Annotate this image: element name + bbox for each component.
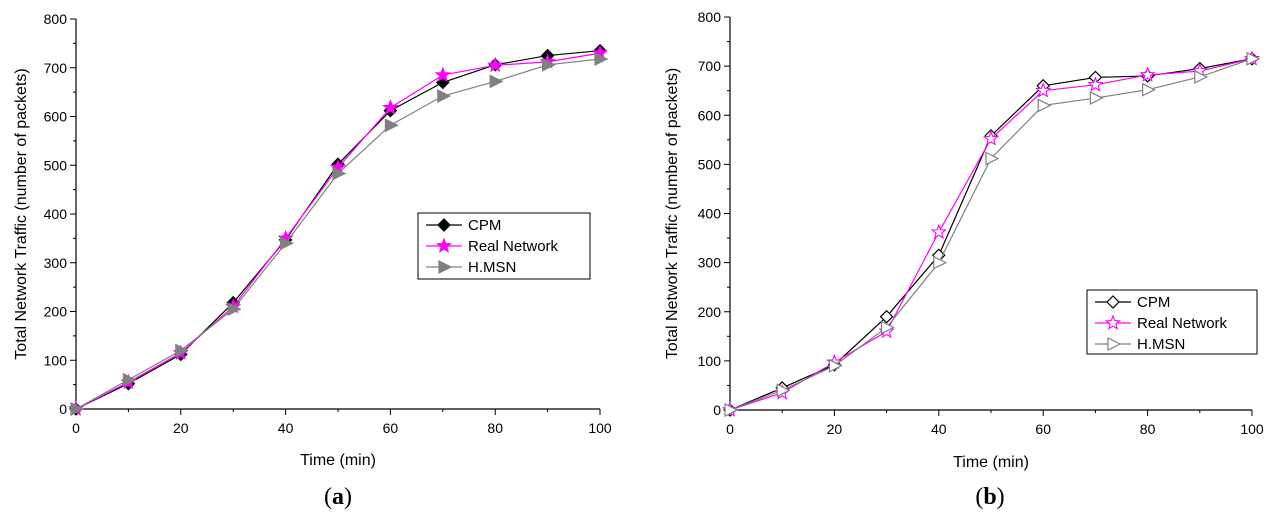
legend-label: Real Network [468,238,559,255]
y-tick-label: 700 [698,58,722,74]
x-tick-label: 100 [1240,421,1264,437]
series-line [729,58,1253,411]
series-cpm [723,51,1259,417]
series-line [729,58,1253,411]
legend-marker [435,237,453,253]
legend-marker [1107,337,1122,351]
data-point [227,302,242,317]
data-point [434,66,451,82]
data-point [880,320,895,335]
y-tick-label: 300 [698,255,722,271]
data-point [175,343,190,358]
caption-paren: ( [324,484,332,510]
y-tick-label: 0 [59,401,67,417]
y-tick-label: 400 [698,206,722,222]
legend-label: CPM [1137,294,1170,311]
data-point [933,255,948,270]
y-tick-label: 700 [44,60,68,76]
x-tick-label: 20 [173,420,189,436]
chart-panel-a: 0 20 40 60 80 100 0 100 200 300 400 500 600 700 800 Tim… [13,11,612,510]
y-tick-label: 800 [698,9,722,25]
y-tick-label: 600 [698,107,722,123]
legend: CPM Real Network H.MSN [1086,289,1258,355]
x-tick-label: 60 [1035,421,1051,437]
y-tick-label: 100 [44,352,68,368]
caption-letter: a [332,484,344,510]
data-point [828,358,843,373]
x-axis-title: Time (min) [300,452,376,469]
series-real-network [721,50,1261,417]
data-point [982,130,1000,146]
x-tick-label: 60 [383,420,399,436]
data-point [985,151,1000,166]
data-point [122,372,137,387]
data-point [384,118,399,133]
y-tick-label: 300 [44,255,68,271]
data-point [541,57,556,72]
data-point [437,89,452,103]
panel-caption: (a) [324,484,352,510]
y-tick-label: 500 [698,156,722,172]
data-point [487,56,504,73]
data-point [332,166,347,181]
data-point [1141,82,1156,97]
data-point [1087,76,1104,92]
y-axis-title: Total Network Traffic (number of packets… [13,68,30,359]
caption-paren: ) [344,484,352,510]
data-point [879,309,894,324]
y-tick-label: 400 [44,206,68,222]
caption-paren: ) [997,484,1005,510]
legend-label: CPM [468,217,501,234]
chart-panel-b: 0 20 40 60 80 100 0 100 200 300 400 500 600 700 800 Tim… [664,9,1264,510]
y-tick-label: 600 [44,109,68,125]
caption-letter: b [983,484,996,510]
data-point [489,74,504,89]
y-tick-label: 800 [44,11,68,27]
legend-label: H.MSN [468,259,516,276]
data-point [930,223,947,240]
data-point [1037,98,1052,113]
y-tick-label: 100 [698,353,722,369]
data-point [1246,51,1261,66]
data-point [1139,66,1156,82]
legend-label: H.MSN [1137,336,1185,353]
data-point [724,403,739,417]
data-point [1035,82,1052,98]
y-axis-title: Total Network Traffic (number of packets… [664,68,681,359]
x-tick-label: 40 [931,421,947,437]
y-tick-label: 0 [713,402,721,418]
series-h-msn [724,51,1261,417]
x-tick-label: 20 [827,421,843,437]
data-point [594,52,609,66]
legend: CPM Real Network H.MSN [417,212,591,280]
data-point [70,402,85,416]
x-tick-label: 40 [278,420,294,436]
y-tick-label: 200 [44,304,68,320]
x-tick-label: 80 [1140,421,1156,437]
caption-paren: ( [975,484,983,510]
data-point [776,383,791,398]
legend-marker [438,260,453,274]
x-tick-label: 0 [72,420,80,436]
panel-caption: (b) [975,484,1004,510]
series-h-msn [70,52,609,416]
y-tick-label: 200 [698,304,722,320]
legend-label: Real Network [1137,315,1228,332]
data-point [1089,91,1104,106]
x-tick-label: 100 [588,420,612,436]
legend-marker [437,218,451,232]
legend-marker [1104,314,1122,330]
data-point [1194,69,1209,84]
series-line [729,58,1253,411]
legend-marker [1106,295,1120,309]
y-tick-label: 500 [44,157,68,173]
x-tick-label: 80 [487,420,503,436]
data-point [280,236,294,251]
x-tick-label: 0 [726,421,734,437]
x-axis-title: Time (min) [953,454,1029,471]
data-point [382,99,399,115]
